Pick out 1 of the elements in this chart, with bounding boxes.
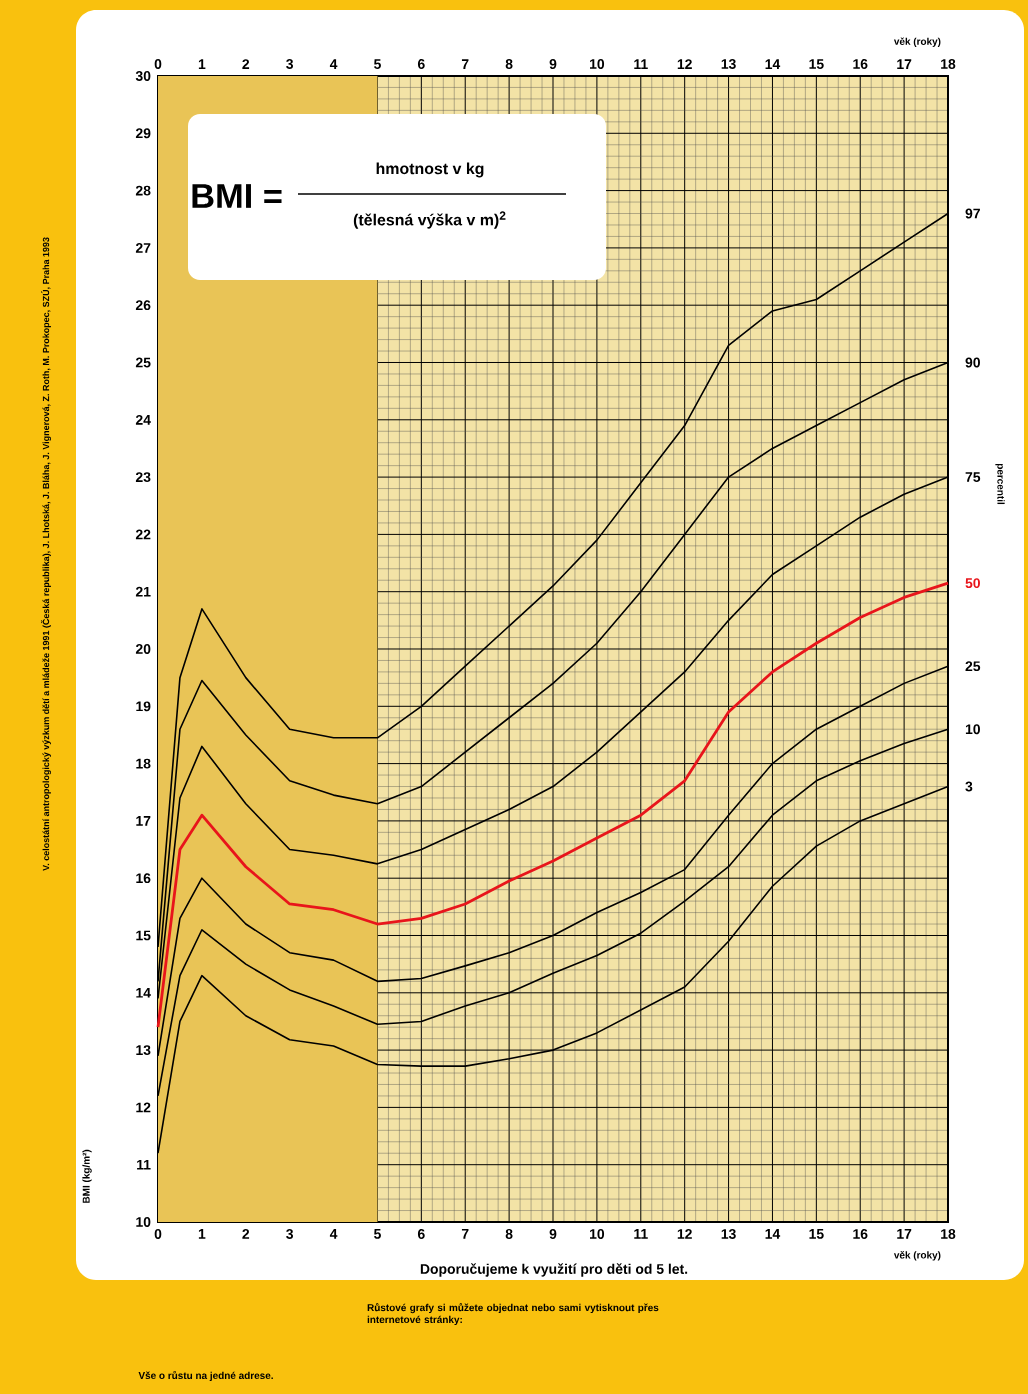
annotation: BMI = bbox=[192, 184, 282, 208]
